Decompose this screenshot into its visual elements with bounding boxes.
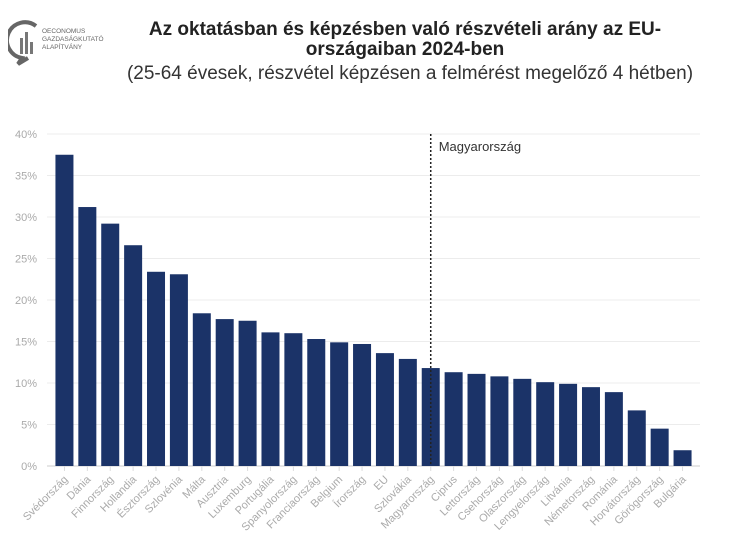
y-tick-label: 20% <box>15 295 37 307</box>
bar <box>307 339 326 466</box>
bar <box>55 154 74 466</box>
bar <box>513 378 532 466</box>
bar <box>444 372 463 466</box>
bar <box>581 387 600 466</box>
bar <box>238 320 257 466</box>
bar <box>375 353 394 466</box>
chart-title: Az oktatásban és képzésben való részvéte… <box>148 19 662 60</box>
bar <box>604 392 623 466</box>
bar <box>330 342 349 466</box>
bar <box>673 450 692 466</box>
bar <box>490 376 509 466</box>
bar <box>78 207 97 467</box>
bar <box>101 223 120 466</box>
logo-line: OECONOMUS <box>42 28 86 35</box>
y-tick-label: 35% <box>15 171 37 183</box>
y-tick-label: 0% <box>21 461 37 473</box>
bar <box>147 271 166 466</box>
bar <box>536 382 555 466</box>
bar <box>215 319 234 466</box>
y-tick-label: 40% <box>15 129 37 141</box>
bar <box>421 368 440 466</box>
bar <box>627 410 646 466</box>
y-tick-label: 5% <box>21 420 37 432</box>
bar <box>353 343 372 466</box>
bar <box>192 313 211 466</box>
x-tick-label: Svédország <box>21 474 71 524</box>
bar <box>124 245 143 466</box>
bar <box>559 383 578 466</box>
y-tick-label: 30% <box>15 212 37 224</box>
chart-subtitle: (25-64 évesek, részvétel képzésen a felm… <box>126 63 694 84</box>
y-tick-label: 15% <box>15 337 37 349</box>
logo-line: GAZDASÁGKUTATÓ <box>42 34 104 43</box>
logo: OECONOMUS GAZDASÁGKUTATÓ ALAPÍTVÁNY <box>8 20 104 66</box>
logo-line: ALAPÍTVÁNY <box>42 42 83 51</box>
bar <box>650 428 669 466</box>
bar <box>261 332 280 466</box>
annotation-label: Magyarország <box>439 139 521 154</box>
y-tick-label: 25% <box>15 254 37 266</box>
bar <box>169 274 188 466</box>
bar <box>398 358 417 466</box>
y-tick-label: 10% <box>15 378 37 390</box>
bar <box>467 373 486 466</box>
bar <box>284 333 303 466</box>
